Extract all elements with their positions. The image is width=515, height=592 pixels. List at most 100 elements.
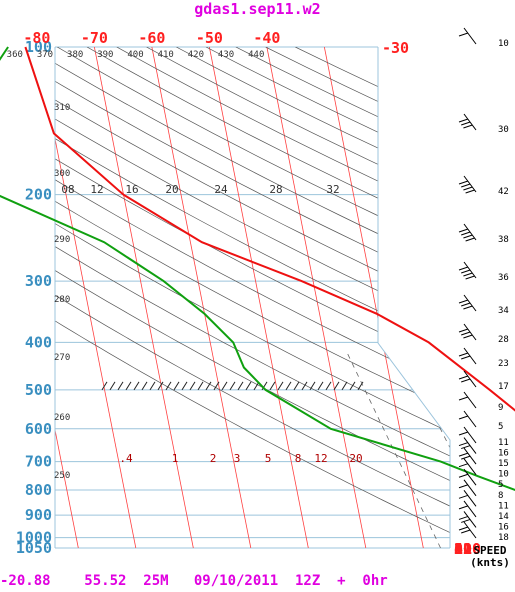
wind-barb: 17 <box>458 370 509 392</box>
theta-label: 420 <box>188 50 204 60</box>
speed-label-line1: SPEED <box>473 544 506 557</box>
wind-barb-flag <box>463 334 473 339</box>
wind-speed-label: 18 <box>498 533 509 543</box>
temperature-label-right: -10 <box>454 540 481 558</box>
pressure-label: 800 <box>25 481 52 499</box>
dry-adiabat-line <box>55 47 450 548</box>
inversion-hatch-mark <box>357 381 364 391</box>
wind-barb-staff <box>463 490 477 507</box>
mixing-ratio-label: 24 <box>214 183 228 196</box>
mixing-ratio-label: 32 <box>326 183 339 196</box>
temperature-label-top: -60 <box>138 29 165 47</box>
dry-adiabat-line <box>55 47 450 548</box>
inversion-hatch-mark <box>269 381 276 391</box>
mixing-ratio-label: 12 <box>314 452 327 465</box>
dry-adiabat-line <box>176 47 450 548</box>
temperature-label-right: 40 <box>454 540 472 558</box>
wind-barb-staff <box>463 458 477 475</box>
wind-barb-flag <box>461 121 471 126</box>
pressure-label: 300 <box>25 272 52 290</box>
wind-barb: 14 <box>458 500 509 522</box>
inversion-hatch-mark <box>157 381 164 391</box>
wind-barb: 11 <box>458 490 509 511</box>
dry-adiabat-line <box>55 47 450 548</box>
isobar-lines <box>55 46 450 549</box>
theta-label: 310 <box>54 103 70 113</box>
dry-adiabat-line <box>55 47 450 548</box>
inversion-hatch-mark <box>229 381 236 391</box>
wind-barb-flag <box>458 375 469 380</box>
theta-label: 360 <box>7 50 23 60</box>
wind-speed-label: 16 <box>498 522 509 532</box>
isotherm-lines <box>55 47 450 548</box>
wind-barb-flag <box>458 228 469 233</box>
chart-title: gdas1.sep11.w2 <box>194 0 321 18</box>
wind-barb-flag <box>458 505 469 510</box>
inversion-hatch-mark <box>237 381 244 391</box>
wind-barb: 16 <box>458 511 509 532</box>
mixing-ratio-lines <box>346 352 450 548</box>
wind-speed-label: 5 <box>498 480 503 490</box>
theta-label: 370 <box>37 50 53 60</box>
wind-barb: 15 <box>458 447 509 469</box>
wind-barb-staff <box>463 410 477 428</box>
inversion-hatch-mark <box>325 381 332 391</box>
wind-barb-flag <box>458 494 469 499</box>
inversion-hatch-mark <box>341 381 348 391</box>
theta-label: 280 <box>54 295 70 305</box>
theta-label: 260 <box>54 413 70 423</box>
wind-barb-flag <box>463 272 473 277</box>
wind-barb: 30 <box>458 113 509 135</box>
wind-barb-flag <box>461 518 471 523</box>
wind-barb-flag <box>458 463 469 468</box>
wind-barb-flag <box>465 275 475 280</box>
temperature-label-top: -70 <box>81 29 108 47</box>
mixing-ratio-label: 12 <box>90 183 103 196</box>
theta-label: 400 <box>127 50 143 60</box>
wind-barb-flag <box>461 183 471 188</box>
inversion-hatch-mark <box>309 381 316 391</box>
mixing-ratio-line <box>401 352 450 548</box>
wind-barb: 10 <box>458 27 509 49</box>
isotherm-line <box>93 47 194 548</box>
inversion-hatch-mark <box>317 381 324 391</box>
inversion-hatch-mark <box>181 381 188 391</box>
theta-label: 410 <box>158 50 174 60</box>
wind-barb-flag <box>458 431 469 436</box>
theta-labels: 3203303403503603703803904004104204304403… <box>7 50 265 481</box>
dry-adiabat-line <box>235 47 450 548</box>
wind-barb-flag <box>463 186 473 191</box>
wind-barb: 5 <box>458 410 503 432</box>
dry-adiabat-line <box>55 47 450 548</box>
wind-barb-flag <box>461 269 471 274</box>
speed-label: SPEED(knts) <box>470 544 510 569</box>
isotherm-line <box>151 47 252 548</box>
wind-barb-staff <box>463 391 477 409</box>
inversion-hatch-mark <box>333 381 340 391</box>
wind-speed-label: 28 <box>498 335 509 345</box>
temperature-label-right: -30 <box>382 39 409 57</box>
temperature-label-top: -50 <box>196 29 223 47</box>
wind-barb-flag <box>458 328 469 333</box>
pressure-label: 500 <box>25 381 52 399</box>
dry-adiabat-line <box>55 47 450 548</box>
dry-adiabat-line <box>86 47 450 548</box>
theta-label: 270 <box>54 353 70 363</box>
wind-barb-flag <box>458 396 469 401</box>
inversion-hatch-mark <box>205 381 212 391</box>
inversion-hatch-mark <box>261 381 268 391</box>
speed-label-line2: (knts) <box>470 556 510 569</box>
wind-speed-label: 10 <box>498 39 509 49</box>
wind-barb-staff <box>463 479 477 497</box>
mixing-ratio-labels: 08 12 16 20 24 28 32.4 1 2 3 5 8 12 20 <box>61 183 362 465</box>
mixing-ratio-label: 20 <box>165 183 178 196</box>
pressure-label: 200 <box>25 186 52 204</box>
wind-barb-flag <box>458 515 469 520</box>
dry-adiabat-line <box>55 47 450 548</box>
wind-barb-flag <box>458 526 469 531</box>
temperature-label-right: 10 <box>454 540 472 558</box>
dry-adiabat-line <box>55 47 450 548</box>
wind-speed-label: 34 <box>498 306 509 316</box>
wind-barb-staff <box>463 426 477 444</box>
